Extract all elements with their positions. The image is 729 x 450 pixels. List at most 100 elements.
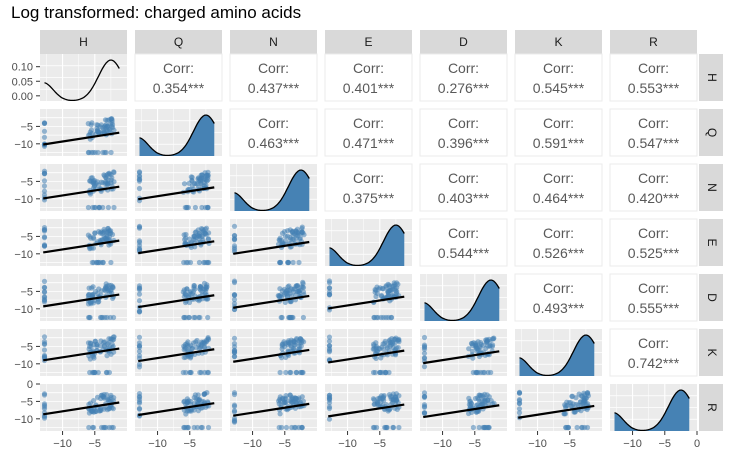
scatter-point bbox=[109, 175, 115, 181]
scatter-point bbox=[469, 348, 475, 354]
strip-right-H bbox=[699, 54, 723, 101]
scatter-point bbox=[516, 389, 523, 395]
scatter-point bbox=[41, 353, 48, 360]
scatter-point bbox=[487, 343, 493, 349]
x-tick-label: −10 bbox=[433, 438, 452, 450]
scatter-point bbox=[96, 286, 102, 292]
scatter-point bbox=[287, 392, 293, 398]
scatter-point bbox=[483, 345, 489, 351]
density-area-K bbox=[519, 335, 595, 376]
scatter-point bbox=[480, 424, 486, 431]
scatter-point bbox=[199, 424, 205, 431]
corr-value-E-R: 0.525*** bbox=[628, 245, 680, 261]
fit-line bbox=[43, 401, 120, 416]
scatter-point bbox=[290, 259, 296, 266]
scatter-point bbox=[468, 400, 474, 406]
scatter-point bbox=[108, 392, 114, 398]
corr-label: Corr: bbox=[258, 115, 289, 131]
scatter-point bbox=[185, 339, 191, 345]
corr-value-Q-D: 0.396*** bbox=[438, 135, 490, 151]
corr-value-H-Q: 0.354*** bbox=[153, 80, 205, 96]
scatter-point bbox=[579, 424, 585, 431]
strip-right-R bbox=[699, 384, 723, 431]
scatter-point bbox=[91, 180, 97, 186]
scatter-point bbox=[473, 369, 479, 376]
scatter-point bbox=[92, 408, 98, 414]
scatter-point bbox=[136, 185, 143, 192]
scatter-point bbox=[182, 299, 189, 306]
scatter-point bbox=[99, 424, 105, 431]
scatter-point bbox=[298, 336, 304, 342]
scatter-point bbox=[390, 397, 396, 403]
scatter-point bbox=[390, 424, 396, 431]
scatter-point bbox=[203, 225, 210, 231]
scatter-point bbox=[387, 287, 393, 293]
scatter-point bbox=[276, 237, 282, 243]
scatter-point bbox=[41, 294, 48, 300]
scatter-point bbox=[293, 369, 299, 376]
scatter-point bbox=[288, 286, 294, 292]
corr-value-Q-E: 0.471*** bbox=[343, 135, 395, 151]
fit-line bbox=[43, 131, 120, 146]
scatter-point bbox=[41, 235, 48, 241]
scatter-point bbox=[293, 396, 300, 402]
scatter-point bbox=[197, 369, 203, 376]
scatter-point bbox=[41, 243, 48, 249]
scatter-point bbox=[421, 404, 428, 410]
scatter-point bbox=[395, 281, 401, 287]
scatter-point bbox=[580, 400, 586, 406]
scatter-point bbox=[326, 400, 333, 406]
scatter-point bbox=[108, 149, 114, 156]
scatter-point bbox=[41, 188, 48, 194]
scatter-point bbox=[371, 314, 377, 321]
strip-top-K bbox=[515, 30, 602, 54]
scatter-point bbox=[186, 314, 192, 321]
scatter-point bbox=[283, 424, 289, 431]
density-curve-N bbox=[234, 169, 310, 212]
density-curve-Q bbox=[139, 114, 215, 157]
scatter-point bbox=[193, 339, 199, 345]
strip-top-R bbox=[610, 30, 697, 54]
scatter-point bbox=[188, 342, 194, 348]
y-tick-label: −10 bbox=[14, 249, 33, 261]
scatter-point bbox=[281, 339, 287, 345]
scatter-point bbox=[421, 364, 428, 370]
scatter-point bbox=[89, 285, 95, 291]
corr-panel-Q-N bbox=[229, 108, 318, 157]
scatter-point bbox=[377, 395, 383, 401]
scatter-point bbox=[110, 334, 116, 340]
scatter-point bbox=[573, 395, 579, 401]
scatter-point bbox=[294, 282, 301, 289]
strip-right-label-N: N bbox=[705, 183, 719, 192]
scatter-point bbox=[393, 290, 399, 296]
scatter-point bbox=[136, 283, 143, 289]
scatter-point bbox=[421, 393, 428, 400]
scatter-point bbox=[136, 169, 143, 175]
corr-value-H-K: 0.545*** bbox=[533, 80, 585, 96]
scatter-point bbox=[136, 340, 143, 346]
x-tick-label: −5 bbox=[374, 438, 387, 450]
strip-right-label-D: D bbox=[705, 293, 719, 302]
scatter-point bbox=[203, 285, 209, 291]
fit-line bbox=[328, 349, 405, 364]
scatter-point bbox=[326, 278, 333, 284]
corr-value-H-R: 0.553*** bbox=[628, 80, 680, 96]
scatter-point bbox=[86, 424, 92, 431]
scatter-point bbox=[97, 124, 103, 130]
scatter-point bbox=[136, 334, 143, 340]
scatter-point bbox=[300, 369, 306, 376]
scatter-point bbox=[299, 394, 305, 400]
y-tick-label: −5 bbox=[20, 231, 33, 243]
x-tick-label: −5 bbox=[659, 438, 672, 450]
scatter-point bbox=[478, 341, 484, 348]
density-curve-D bbox=[424, 279, 500, 322]
scatter-point bbox=[89, 259, 95, 266]
scatter-point bbox=[421, 355, 428, 361]
y-tick-label: 0.10 bbox=[12, 62, 33, 74]
scatter-point bbox=[100, 149, 106, 156]
scatter-point bbox=[326, 285, 333, 291]
scatter-point bbox=[484, 338, 490, 344]
scatter-point bbox=[386, 293, 392, 299]
scatter-point bbox=[98, 343, 104, 349]
corr-panel-E-K bbox=[514, 218, 603, 267]
